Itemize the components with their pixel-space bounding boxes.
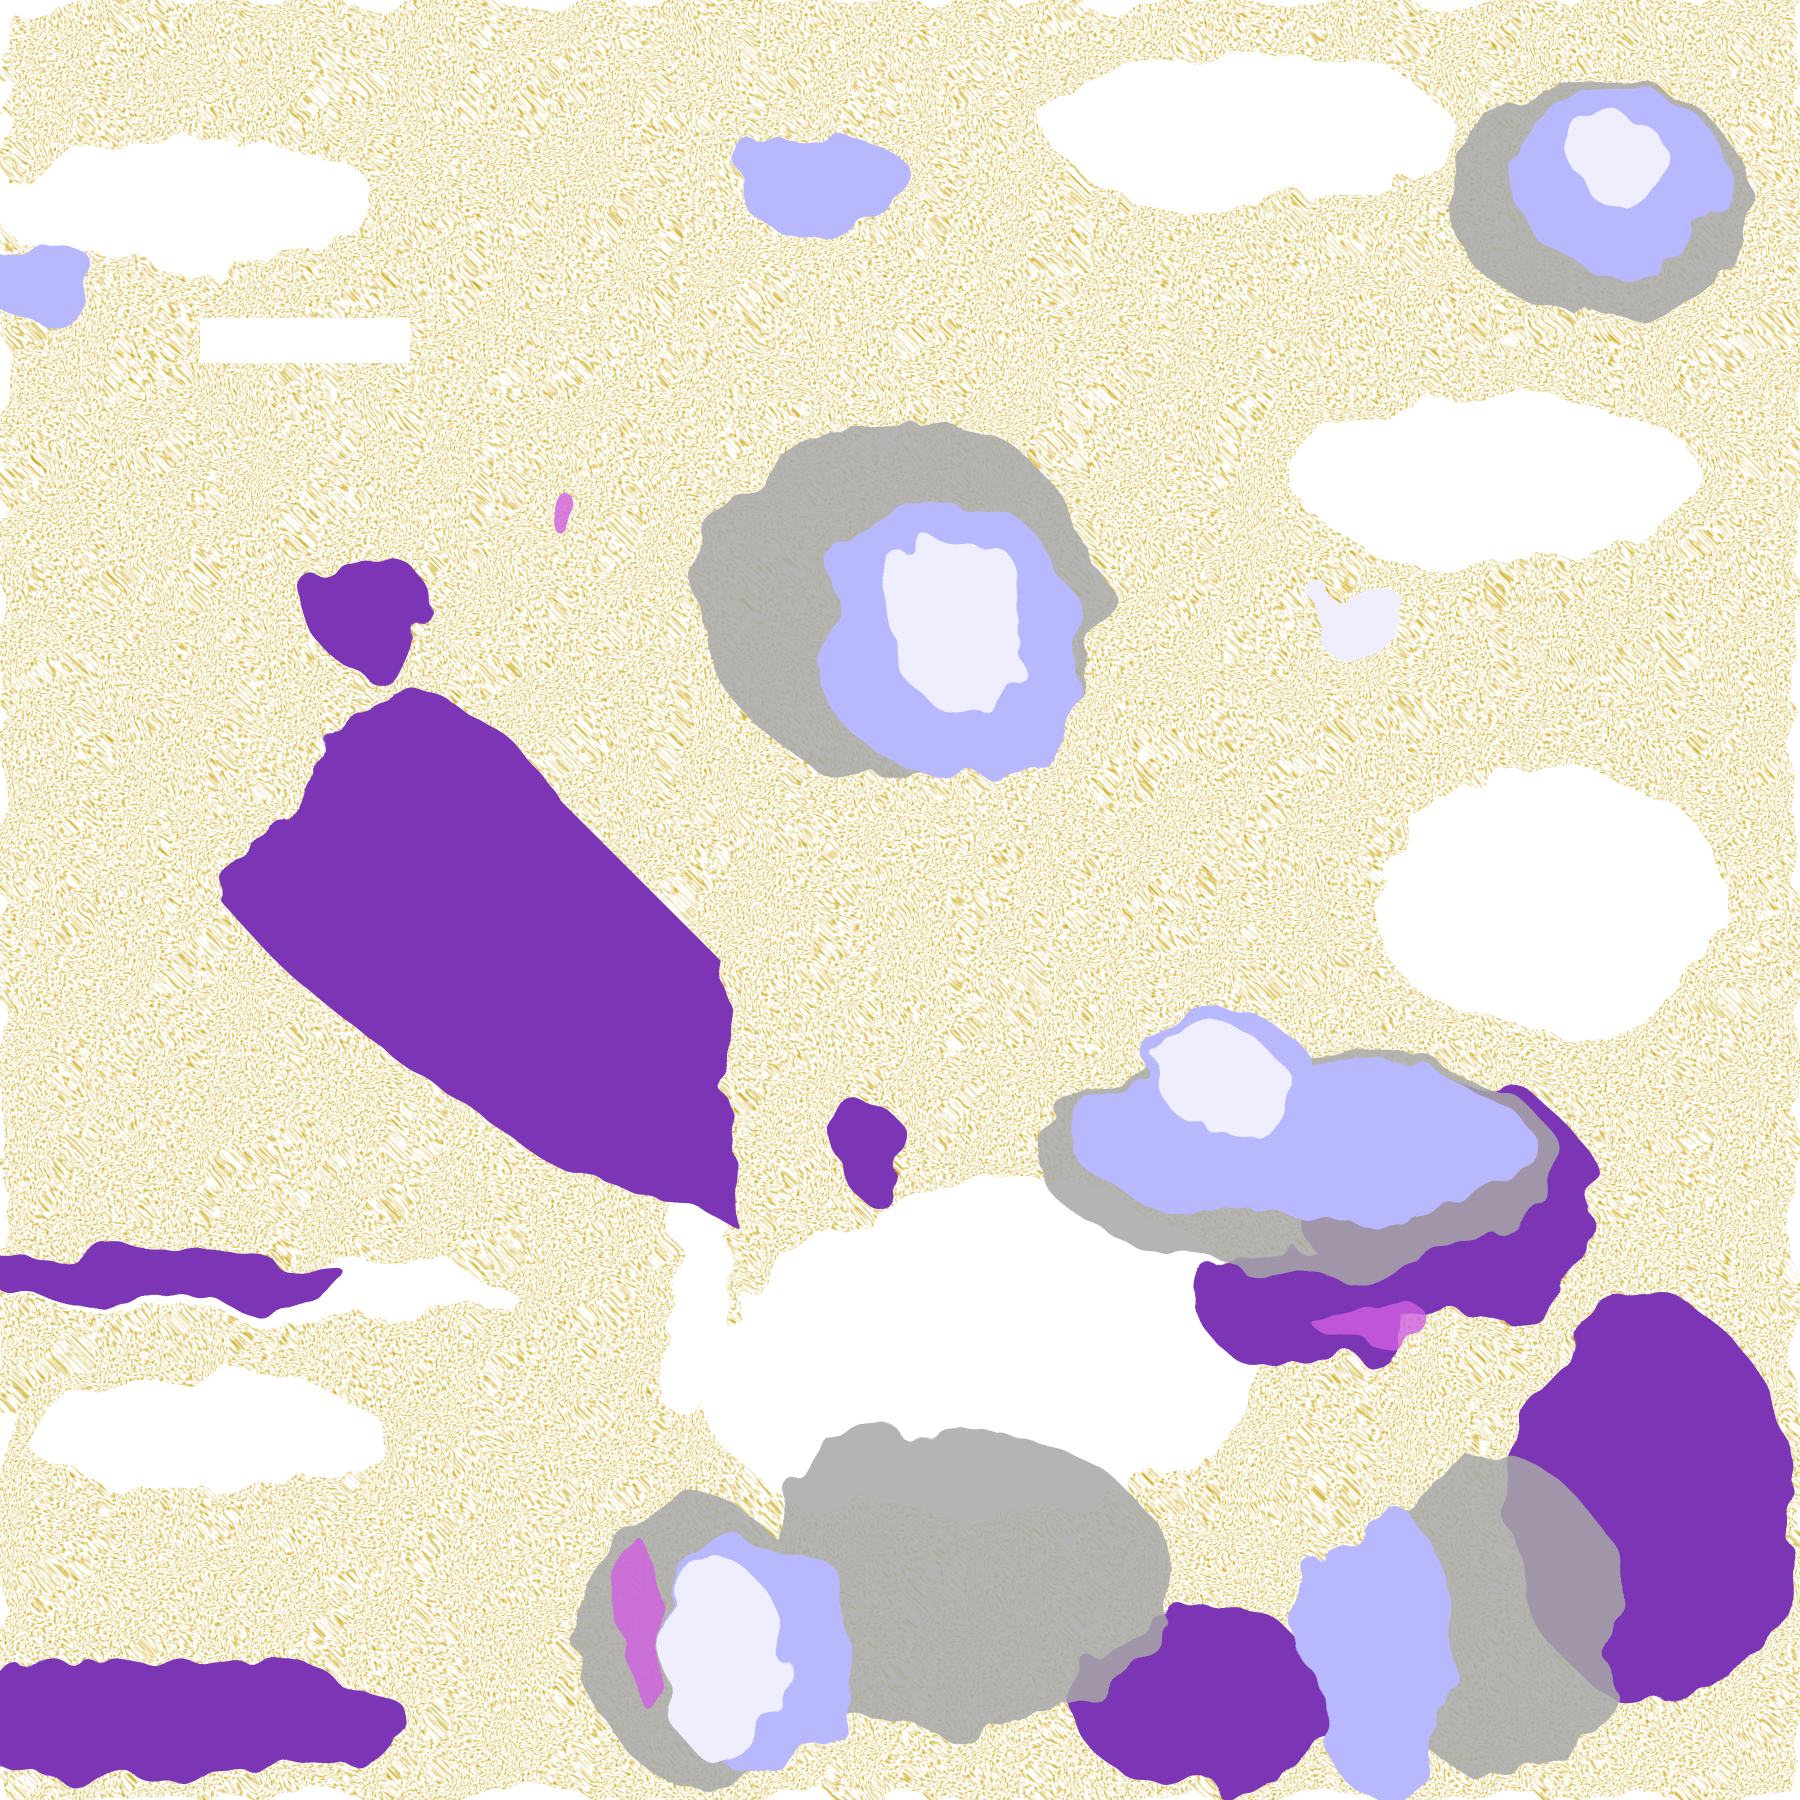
blank-white-rectangle (200, 318, 410, 363)
magenta-accents (545, 490, 1430, 1700)
bright-cloud-cores (660, 120, 1670, 1760)
